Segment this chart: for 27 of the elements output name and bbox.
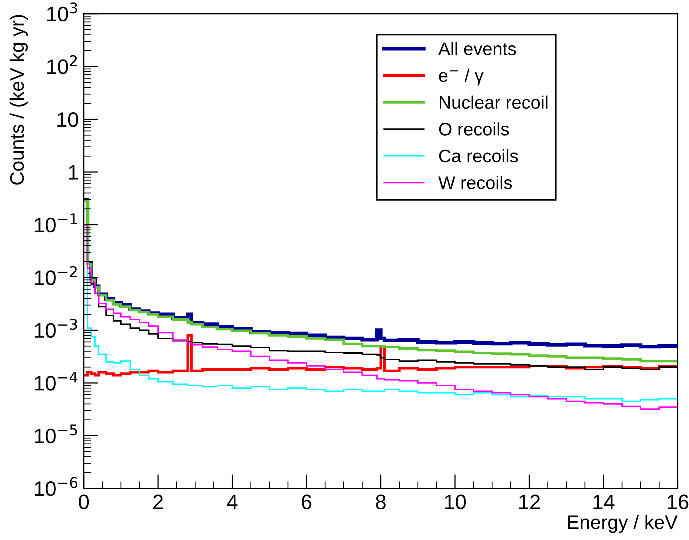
- x-tick-label: 12: [520, 494, 540, 510]
- legend-label: All events: [438, 42, 516, 56]
- y-tick-label: 10$^{2}$: [47, 55, 78, 74]
- x-tick-label: 8: [376, 494, 386, 510]
- legend-label: Ca recoils: [439, 149, 518, 163]
- y-tick-label: 10$^{−6}$: [35, 477, 78, 496]
- x-tick-label: 4: [227, 495, 238, 510]
- x-tick-label: 0: [79, 494, 90, 510]
- y-tick-label: 10: [58, 112, 78, 128]
- x-tick-label: 6: [302, 494, 312, 510]
- y-tick-label: 10$^{3}$: [47, 2, 78, 22]
- legend-label: W recoils: [438, 176, 512, 190]
- y-axis-title: Counts / (keV kg yr): [10, 15, 28, 185]
- y-tick-label: 10$^{−4}$: [35, 372, 78, 391]
- y-tick-label: 10$^{−1}$: [35, 214, 78, 233]
- y-tick-label: 10$^{−2}$: [35, 266, 77, 286]
- x-tick-label: 2: [154, 494, 164, 510]
- x-tick-label: 10: [445, 494, 466, 510]
- x-axis-title: Energy / keV: [568, 515, 678, 534]
- legend-label: e$^{−}$ / γ: [439, 68, 484, 86]
- y-tick-label: 10$^{−3}$: [35, 319, 78, 338]
- legend-label: Nuclear recoil: [440, 96, 548, 110]
- x-tick-label: 14: [594, 495, 615, 510]
- x-tick-label: 16: [668, 494, 689, 510]
- y-tick-label: 1: [69, 165, 78, 180]
- y-tick-label: 10$^{−5}$: [35, 424, 78, 444]
- legend-label: O recoils: [439, 122, 510, 136]
